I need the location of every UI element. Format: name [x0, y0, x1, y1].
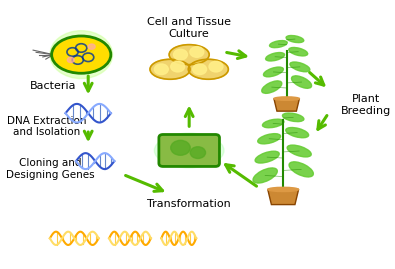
- Ellipse shape: [262, 81, 282, 93]
- Ellipse shape: [188, 59, 228, 79]
- Text: Transformation: Transformation: [147, 199, 231, 209]
- Text: Plant
Breeding: Plant Breeding: [340, 94, 391, 116]
- Ellipse shape: [263, 67, 283, 77]
- Ellipse shape: [268, 187, 299, 192]
- Ellipse shape: [289, 48, 308, 56]
- Ellipse shape: [154, 133, 224, 168]
- Text: DNA Extraction
and Isolation: DNA Extraction and Isolation: [7, 116, 86, 137]
- Circle shape: [171, 140, 190, 155]
- Ellipse shape: [150, 59, 190, 79]
- Text: Bacteria: Bacteria: [30, 81, 77, 91]
- Text: Cloning and
Designing Genes: Cloning and Designing Genes: [6, 158, 94, 180]
- Circle shape: [154, 64, 168, 75]
- Circle shape: [50, 31, 113, 79]
- Circle shape: [193, 64, 207, 75]
- Ellipse shape: [258, 134, 280, 144]
- Ellipse shape: [292, 76, 312, 88]
- Ellipse shape: [169, 45, 209, 65]
- Circle shape: [67, 57, 74, 63]
- Ellipse shape: [265, 52, 284, 61]
- Ellipse shape: [287, 145, 311, 157]
- Text: Cell and Tissue
Culture: Cell and Tissue Culture: [147, 17, 231, 39]
- Ellipse shape: [282, 113, 304, 122]
- Ellipse shape: [52, 36, 111, 73]
- Circle shape: [190, 47, 204, 57]
- Circle shape: [173, 49, 188, 60]
- Polygon shape: [268, 189, 299, 205]
- Ellipse shape: [255, 151, 279, 163]
- Ellipse shape: [262, 119, 284, 128]
- Circle shape: [171, 61, 184, 72]
- Circle shape: [190, 147, 205, 158]
- Ellipse shape: [269, 41, 287, 48]
- Circle shape: [88, 44, 95, 49]
- Ellipse shape: [290, 62, 310, 72]
- Ellipse shape: [289, 162, 313, 177]
- Ellipse shape: [274, 97, 299, 100]
- Ellipse shape: [286, 128, 308, 138]
- Polygon shape: [274, 99, 299, 111]
- Ellipse shape: [286, 36, 304, 43]
- Circle shape: [209, 61, 223, 72]
- FancyBboxPatch shape: [159, 134, 220, 167]
- Ellipse shape: [253, 168, 277, 183]
